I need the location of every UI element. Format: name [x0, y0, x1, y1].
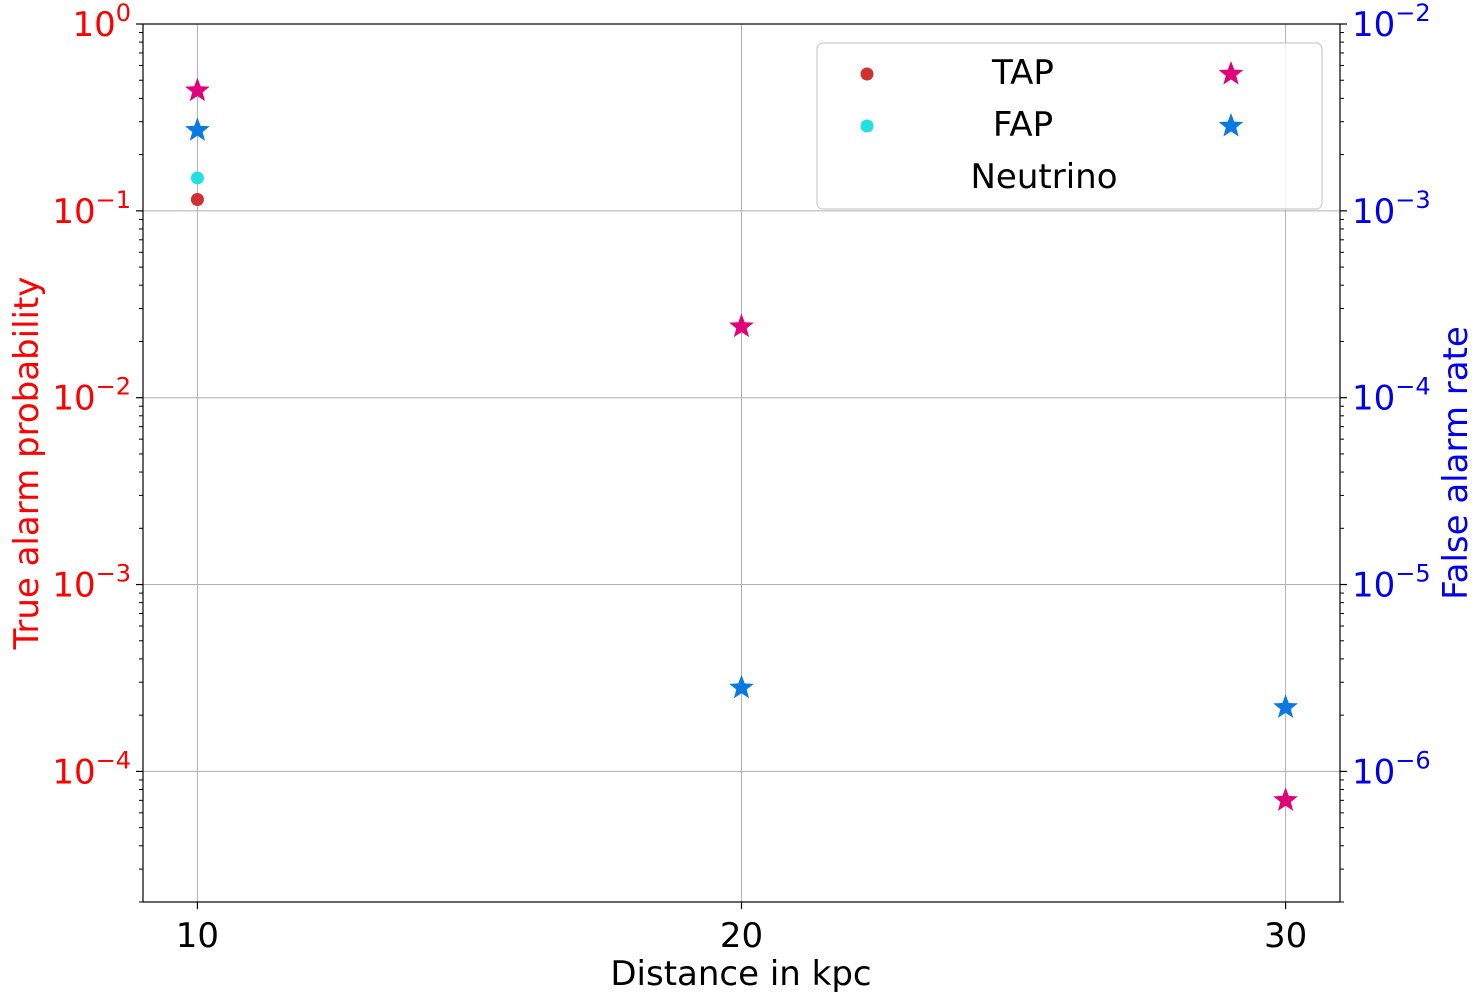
right-tick-label: 10−2	[1352, 0, 1431, 45]
right-tick-label: 10−4	[1352, 373, 1431, 419]
legend-fap-dot	[860, 119, 874, 133]
star-point	[729, 674, 754, 699]
x-tick-label: 20	[720, 916, 763, 956]
right-tick-label: 10−5	[1352, 560, 1431, 606]
x-axis-ticks: 10 20 30	[176, 902, 1307, 956]
left-tick-label: 10−2	[52, 373, 131, 419]
star-point	[729, 313, 754, 338]
legend-tap-star	[1218, 61, 1244, 85]
left-tick-label: 10−1	[52, 186, 131, 232]
legend-tap-dot	[860, 67, 874, 81]
star-point	[185, 117, 210, 141]
legend-fap-star	[1218, 113, 1244, 137]
left-y-axis-label: True alarm probability	[7, 277, 47, 651]
right-tick-label: 10−3	[1352, 186, 1431, 232]
star-point	[1273, 694, 1298, 718]
legend-fap-label: FAP	[993, 105, 1053, 145]
data-points	[185, 77, 1298, 811]
star-point	[185, 77, 210, 102]
x-axis-label: Distance in kpc	[610, 954, 871, 994]
left-tick-label: 100	[72, 0, 131, 45]
x-tick-label: 30	[1264, 916, 1307, 956]
left-tick-label: 10−3	[52, 560, 131, 606]
right-tick-label: 10−6	[1352, 746, 1431, 792]
legend-box	[816, 42, 1323, 210]
left-tick-label: 10−4	[52, 746, 131, 792]
left-axis-ticks: 100 10−1 10−2 10−3 10−4	[52, 0, 143, 903]
dot-point	[190, 193, 204, 207]
right-y-axis-label: False alarm rate	[1436, 326, 1476, 600]
right-axis-ticks: 10−2 10−3 10−4 10−5 10−6	[1340, 0, 1431, 903]
x-tick-label: 10	[176, 916, 219, 956]
dot-point	[190, 171, 204, 185]
legend-tap-label: TAP	[991, 53, 1054, 93]
legend: TAP FAP Neutrino	[816, 42, 1323, 210]
star-point	[1273, 787, 1298, 811]
legend-neutrino-label: Neutrino	[970, 157, 1117, 197]
